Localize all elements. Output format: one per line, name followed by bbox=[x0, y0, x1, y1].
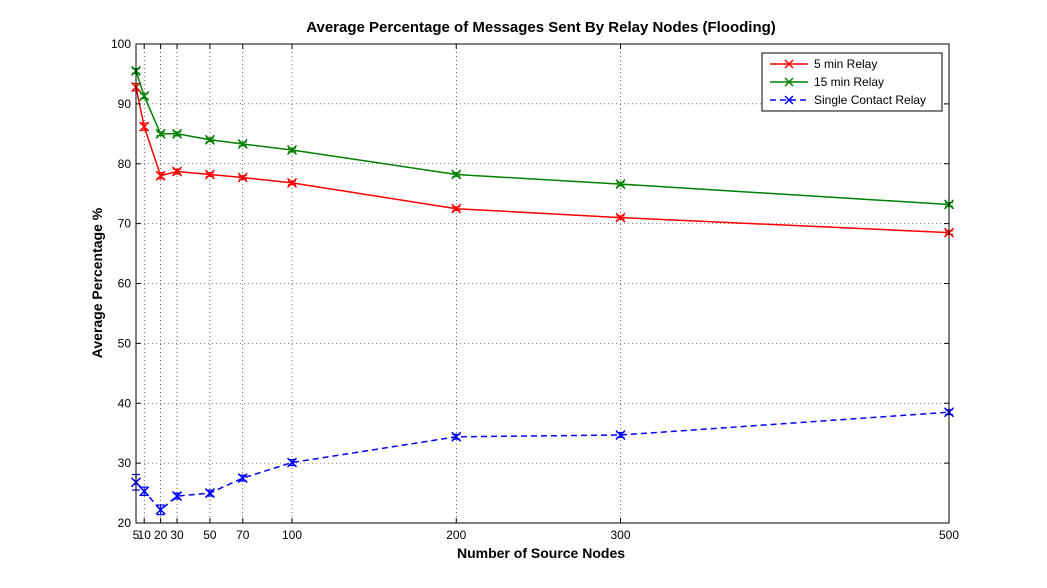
data-point bbox=[139, 91, 150, 102]
data-point bbox=[451, 203, 462, 214]
y-tick-label: 20 bbox=[118, 516, 132, 530]
y-tick-label: 90 bbox=[118, 97, 132, 111]
legend-entry-15-min-relay: 15 min Relay bbox=[770, 75, 884, 89]
data-point bbox=[451, 431, 462, 442]
x-axis-label: Number of Source Nodes bbox=[457, 545, 625, 561]
series-line-15-min-relay bbox=[135, 70, 950, 206]
x-tick-label: 300 bbox=[610, 528, 630, 542]
x-tick-label: 20 bbox=[154, 528, 168, 542]
data-point bbox=[615, 212, 626, 223]
x-tick-label: 50 bbox=[203, 528, 217, 542]
data-point bbox=[204, 488, 215, 499]
legend-entry-5-min-relay: 5 min Relay bbox=[770, 57, 877, 71]
data-point bbox=[237, 473, 248, 484]
legend-label: Single Contact Relay bbox=[814, 93, 926, 107]
legend-marker bbox=[784, 59, 794, 69]
legend-label: 5 min Relay bbox=[814, 57, 877, 71]
x-tick-label: 10 bbox=[138, 528, 152, 542]
data-point bbox=[237, 138, 248, 150]
y-axis-label: Average Percentage % bbox=[89, 207, 105, 358]
y-tick-label: 40 bbox=[118, 396, 132, 410]
data-point bbox=[615, 429, 626, 441]
data-point bbox=[172, 166, 183, 177]
x-tick-label: 100 bbox=[282, 528, 302, 542]
data-point bbox=[139, 486, 150, 497]
series-single-contact-relay bbox=[130, 407, 955, 516]
legend-entry-single-contact-relay: Single Contact Relay bbox=[770, 93, 926, 107]
chart-title: Average Percentage of Messages Sent By R… bbox=[306, 19, 776, 36]
x-tick-label: 5 bbox=[133, 528, 140, 542]
y-tick-label: 100 bbox=[111, 37, 131, 51]
series-15-min-relay bbox=[130, 65, 955, 210]
data-point bbox=[451, 169, 462, 180]
data-point bbox=[155, 128, 166, 139]
legend-marker bbox=[784, 77, 794, 87]
data-point bbox=[172, 491, 183, 502]
x-tick-label: 500 bbox=[939, 528, 959, 542]
data-point bbox=[155, 170, 166, 181]
data-point bbox=[286, 144, 298, 156]
data-point bbox=[204, 134, 215, 145]
data-point bbox=[204, 169, 215, 180]
y-tick-label: 30 bbox=[118, 456, 132, 470]
x-tick-label: 70 bbox=[236, 528, 250, 542]
data-point bbox=[155, 504, 166, 515]
series-line-5-min-relay bbox=[135, 86, 950, 234]
series-5-min-relay bbox=[130, 82, 955, 238]
series-group bbox=[130, 65, 955, 516]
data-point bbox=[172, 128, 183, 139]
data-point bbox=[286, 177, 298, 188]
legend-label: 15 min Relay bbox=[814, 75, 884, 89]
data-point bbox=[615, 179, 626, 190]
y-tick-label: 80 bbox=[118, 157, 132, 171]
series-line-single-contact-relay bbox=[135, 411, 950, 511]
x-tick-label: 30 bbox=[170, 528, 184, 542]
data-point bbox=[286, 457, 298, 468]
legend-marker bbox=[784, 95, 794, 105]
plot-area bbox=[136, 44, 949, 523]
y-tick-label: 50 bbox=[118, 336, 132, 350]
legend-box bbox=[761, 52, 943, 112]
data-point bbox=[237, 172, 248, 183]
data-point bbox=[139, 121, 150, 132]
y-tick-label: 60 bbox=[118, 277, 132, 291]
legend: 5 min Relay 15 min Relay Single Contact Re… bbox=[761, 52, 943, 112]
y-tick-label: 70 bbox=[118, 217, 132, 231]
x-tick-label: 200 bbox=[446, 528, 466, 542]
